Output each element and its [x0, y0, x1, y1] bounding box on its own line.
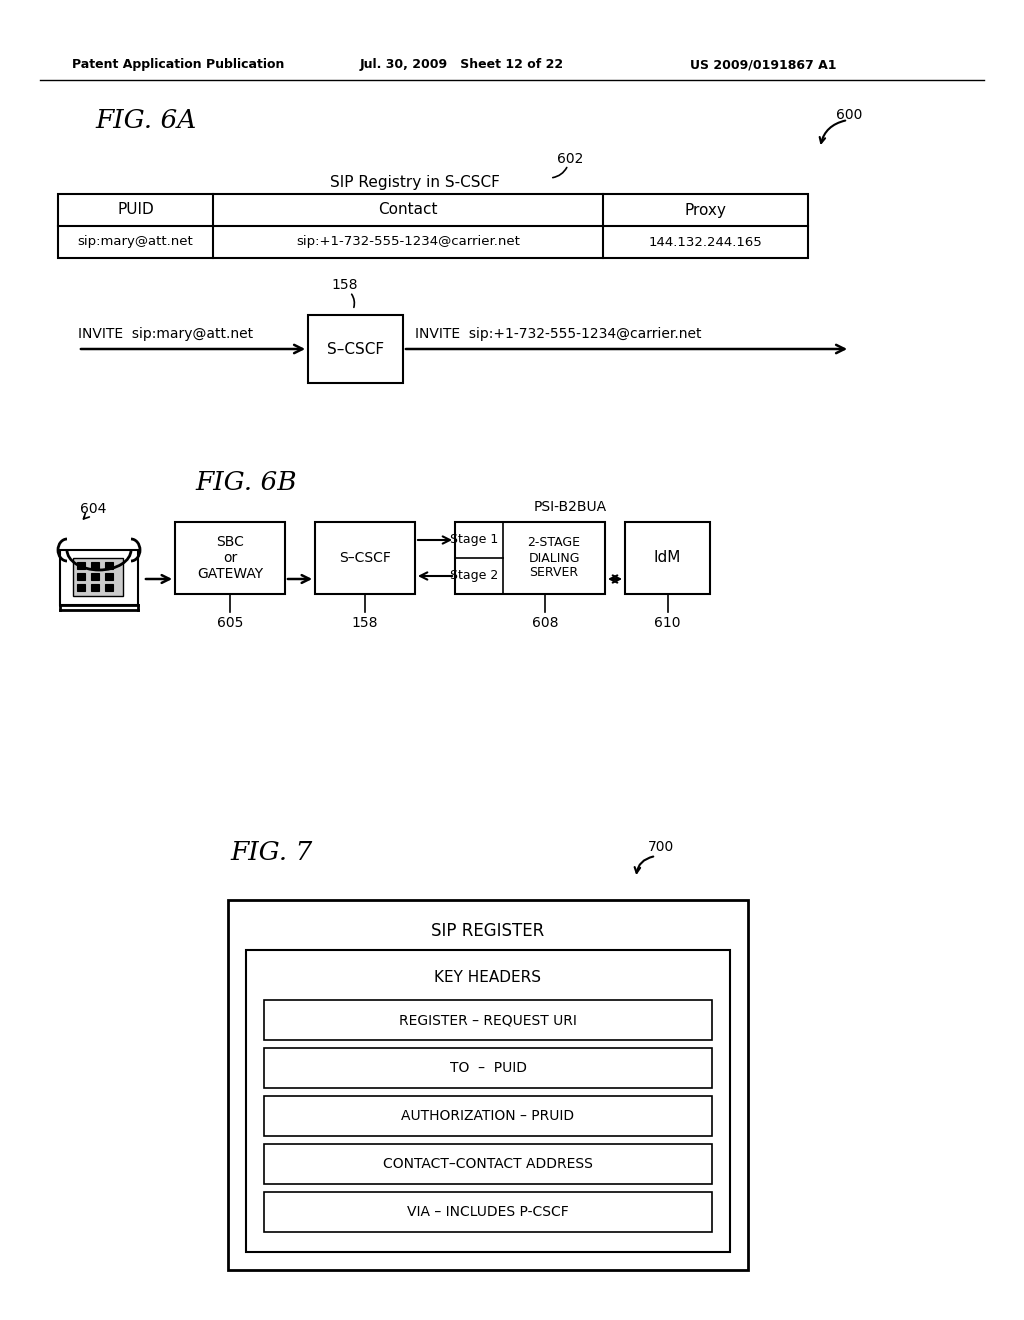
Text: Stage 1: Stage 1: [450, 533, 498, 546]
Text: 605: 605: [217, 616, 243, 630]
Text: 600: 600: [836, 108, 862, 121]
Text: Jul. 30, 2009   Sheet 12 of 22: Jul. 30, 2009 Sheet 12 of 22: [360, 58, 564, 71]
Bar: [60, 550, 138, 605]
Text: SBC
or
GATEWAY: SBC or GATEWAY: [197, 535, 263, 581]
Text: KEY HEADERS: KEY HEADERS: [434, 970, 542, 985]
Text: 2-STAGE
DIALING
SERVER: 2-STAGE DIALING SERVER: [527, 536, 581, 579]
Bar: [455, 521, 605, 594]
Text: VIA – INCLUDES P-CSCF: VIA – INCLUDES P-CSCF: [408, 1205, 569, 1218]
Text: IdM: IdM: [653, 550, 681, 565]
Bar: [264, 1048, 712, 1088]
Bar: [77, 583, 85, 591]
Text: PUID: PUID: [117, 202, 154, 218]
Bar: [625, 521, 710, 594]
Text: INVITE  sip:mary@att.net: INVITE sip:mary@att.net: [78, 327, 253, 341]
Text: FIG. 6B: FIG. 6B: [195, 470, 297, 495]
Bar: [58, 194, 808, 257]
Text: 610: 610: [654, 616, 681, 630]
Text: 604: 604: [80, 502, 106, 516]
Text: sip:+1-732-555-1234@carrier.net: sip:+1-732-555-1234@carrier.net: [296, 235, 520, 248]
Bar: [77, 573, 85, 579]
Bar: [91, 583, 99, 591]
Bar: [91, 573, 99, 579]
Text: INVITE  sip:+1-732-555-1234@carrier.net: INVITE sip:+1-732-555-1234@carrier.net: [415, 327, 701, 341]
Bar: [228, 900, 748, 1270]
Text: sip:mary@att.net: sip:mary@att.net: [78, 235, 194, 248]
Bar: [264, 1096, 712, 1137]
Text: CONTACT–CONTACT ADDRESS: CONTACT–CONTACT ADDRESS: [383, 1158, 593, 1171]
Bar: [73, 558, 123, 597]
Text: REGISTER – REQUEST URI: REGISTER – REQUEST URI: [399, 1012, 577, 1027]
Text: US 2009/0191867 A1: US 2009/0191867 A1: [690, 58, 837, 71]
Bar: [105, 562, 113, 569]
Text: 158: 158: [352, 616, 378, 630]
Text: SIP REGISTER: SIP REGISTER: [431, 921, 545, 940]
Bar: [91, 562, 99, 569]
Text: S–CSCF: S–CSCF: [339, 550, 391, 565]
Bar: [315, 521, 415, 594]
Text: Contact: Contact: [378, 202, 437, 218]
Bar: [264, 1192, 712, 1232]
Bar: [175, 521, 285, 594]
Text: 158: 158: [332, 279, 358, 292]
Text: 144.132.244.165: 144.132.244.165: [648, 235, 763, 248]
Text: 700: 700: [648, 840, 674, 854]
Text: FIG. 6A: FIG. 6A: [95, 108, 197, 133]
Text: AUTHORIZATION – PRUID: AUTHORIZATION – PRUID: [401, 1109, 574, 1123]
Text: SIP Registry in S-CSCF: SIP Registry in S-CSCF: [330, 176, 500, 190]
Text: Stage 2: Stage 2: [450, 569, 498, 582]
Bar: [105, 583, 113, 591]
Bar: [105, 573, 113, 579]
Text: TO  –  PUID: TO – PUID: [450, 1061, 526, 1074]
Text: FIG. 7: FIG. 7: [230, 840, 312, 865]
Bar: [264, 1001, 712, 1040]
Text: Proxy: Proxy: [685, 202, 726, 218]
Bar: [77, 562, 85, 569]
Text: 608: 608: [531, 616, 558, 630]
Bar: [246, 950, 730, 1251]
Bar: [264, 1144, 712, 1184]
Text: S–CSCF: S–CSCF: [327, 342, 384, 356]
Text: 602: 602: [557, 152, 584, 166]
Text: PSI-B2BUA: PSI-B2BUA: [534, 500, 606, 513]
Bar: [308, 315, 403, 383]
Text: Patent Application Publication: Patent Application Publication: [72, 58, 285, 71]
